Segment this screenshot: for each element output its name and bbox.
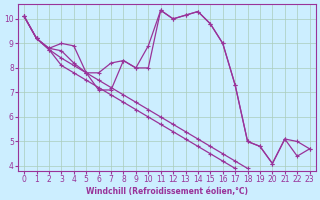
X-axis label: Windchill (Refroidissement éolien,°C): Windchill (Refroidissement éolien,°C) <box>86 187 248 196</box>
